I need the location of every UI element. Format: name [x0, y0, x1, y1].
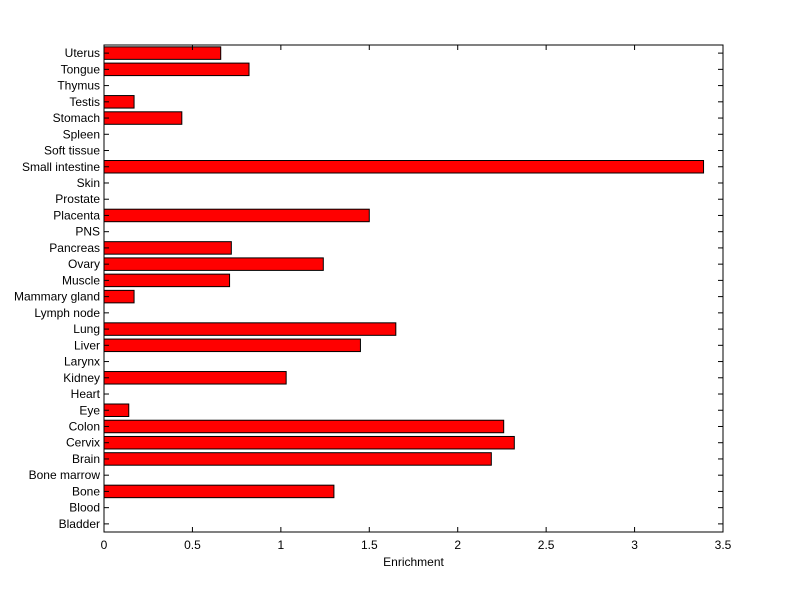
y-tick-label-bone-marrow: Bone marrow — [29, 468, 101, 482]
bar-colon — [103, 419, 505, 434]
bar-pancreas — [103, 241, 232, 255]
y-tick-label-uterus: Uterus — [65, 46, 100, 60]
y-tick-label-lung: Lung — [73, 322, 100, 336]
y-tick-label-liver: Liver — [74, 338, 100, 352]
x-tick-label-4: 2 — [454, 538, 461, 552]
x-tick-label-3: 1.5 — [361, 538, 378, 552]
bar-bone — [103, 484, 335, 499]
bar-muscle — [103, 273, 231, 288]
y-tick-label-lymph-node: Lymph node — [34, 306, 100, 320]
y-tick-label-mammary-gland: Mammary gland — [14, 290, 100, 304]
y-tick-label-small-intestine: Small intestine — [22, 160, 100, 174]
y-tick-label-blood: Blood — [69, 501, 100, 515]
x-tick-label-0: 0 — [101, 538, 108, 552]
bar-ovary — [103, 257, 324, 271]
y-tick-labels: Bladder Blood Bone Bone marrow Brain Cervix Co… — [14, 46, 101, 531]
bar-liver — [103, 338, 361, 353]
y-tick-label-spleen: Spleen — [63, 127, 100, 141]
y-tick-label-skin: Skin — [77, 176, 100, 190]
x-tick-labels: 0 0.5 1 1.5 2 2.5 3 3.5 — [101, 538, 732, 552]
bar-tongue — [103, 62, 250, 77]
y-tick-label-pancreas: Pancreas — [49, 241, 100, 255]
y-tick-label-tongue: Tongue — [61, 62, 101, 76]
x-tick-label-5: 2.5 — [538, 538, 555, 552]
y-tick-label-placenta: Placenta — [53, 208, 100, 222]
y-tick-label-pns: PNS — [75, 225, 100, 239]
y-tick-label-prostate: Prostate — [55, 192, 100, 206]
y-tick-label-bone: Bone — [72, 484, 100, 498]
x-tick-label-6: 3 — [631, 538, 638, 552]
y-tick-label-colon: Colon — [69, 419, 100, 433]
y-tick-label-brain: Brain — [72, 452, 100, 466]
x-tick-label-1: 0.5 — [184, 538, 201, 552]
y-tick-label-kidney: Kidney — [63, 371, 100, 385]
y-tick-label-thymus: Thymus — [57, 79, 100, 93]
bar-small-intestine — [103, 160, 705, 174]
y-tick-label-larynx: Larynx — [64, 355, 100, 369]
bar-placenta — [103, 208, 370, 223]
bar-lung — [103, 322, 397, 336]
bar-kidney — [103, 371, 287, 385]
y-tick-marks — [104, 52, 723, 525]
y-tick-label-stomach: Stomach — [53, 111, 100, 125]
bar-stomach — [103, 111, 183, 125]
y-tick-label-muscle: Muscle — [62, 273, 100, 287]
x-axis-title: Enrichment — [383, 555, 444, 569]
bar-uterus — [103, 46, 222, 60]
y-tick-label-eye: Eye — [79, 403, 100, 417]
y-tick-label-heart: Heart — [71, 387, 101, 401]
x-tick-label-2: 1 — [278, 538, 285, 552]
y-tick-label-soft-tissue: Soft tissue — [44, 144, 100, 158]
x-tick-label-7: 3.5 — [715, 538, 732, 552]
y-tick-label-testis: Testis — [69, 95, 100, 109]
y-tick-label-bladder: Bladder — [59, 517, 100, 531]
plot-frame — [103, 44, 724, 533]
bar-brain — [103, 452, 492, 466]
y-tick-label-ovary: Ovary — [68, 257, 100, 271]
y-tick-label-cervix: Cervix — [66, 436, 100, 450]
bar-cervix — [103, 435, 515, 450]
